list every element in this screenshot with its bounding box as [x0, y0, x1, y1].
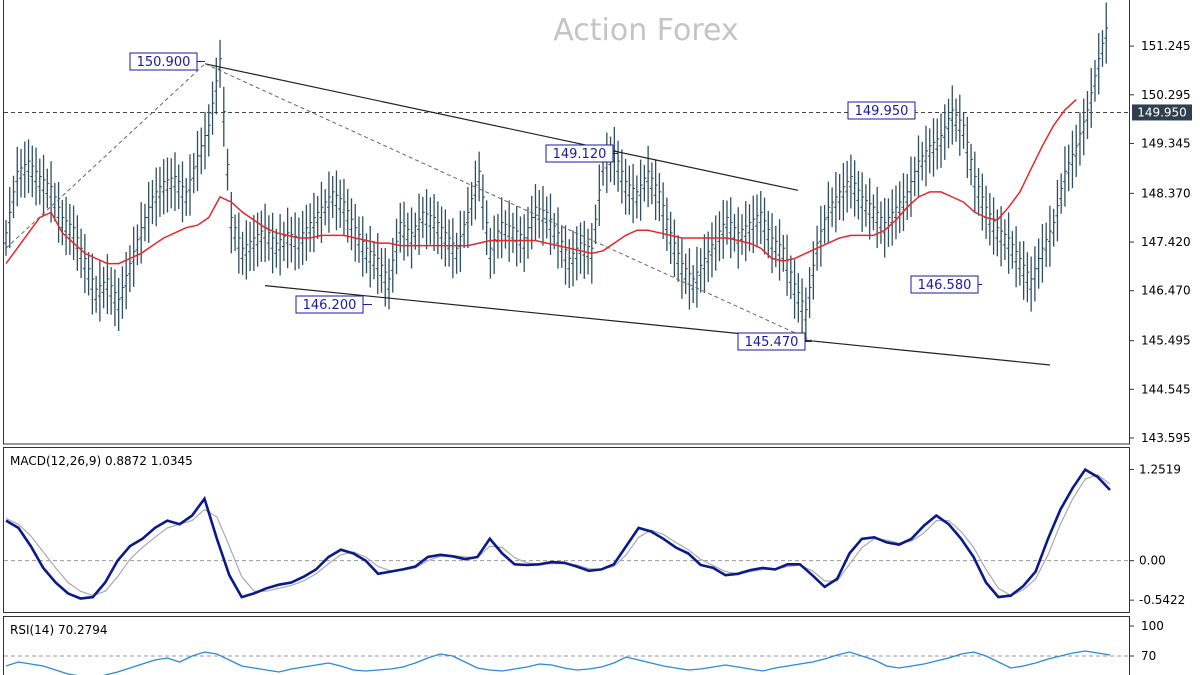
- price-tick-label: 143.595: [1141, 431, 1191, 445]
- lower-trendline: [264, 285, 1051, 366]
- upper-trendline: [204, 63, 799, 191]
- price-annotation-label: 150.900: [137, 55, 191, 70]
- rsi-title: RSI(14) 70.2794: [10, 623, 108, 637]
- price-tick-label: 144.545: [1141, 382, 1191, 396]
- rsi-panel-frame: [3, 616, 1130, 675]
- price-tick-label: 146.470: [1141, 284, 1191, 298]
- macd-tick-label: 0.00: [1139, 554, 1166, 568]
- price-panel-frame: [3, 0, 1130, 445]
- macd-layer: [4, 467, 1129, 600]
- price-annotation-label: 145.470: [745, 335, 799, 350]
- macd-title: MACD(12,26,9) 0.8872 1.0345: [10, 454, 193, 468]
- price-annotation-label: 146.580: [918, 278, 972, 293]
- price-annotation-label: 146.200: [303, 298, 357, 313]
- rsi-tick-label: 70: [1141, 649, 1156, 663]
- price-layer: 150.900 149.120 149.950 146.200 145.470 146.5…: [4, 2, 1129, 366]
- current-price-tag: [1132, 104, 1192, 121]
- axis-layer: 151.245 150.295 149.345 148.370 147.420 146.4…: [1129, 39, 1192, 663]
- macd-signal-line: [5, 474, 1111, 597]
- macd-tick-label: -0.5422: [1139, 593, 1185, 607]
- macd-main-line: [5, 467, 1111, 600]
- moving-average-line: [5, 99, 1077, 265]
- price-tick-label: 148.370: [1141, 186, 1191, 200]
- price-annotation-label: 149.120: [553, 147, 607, 162]
- price-annotation-label: 149.950: [855, 104, 909, 119]
- price-tick-label: 151.245: [1141, 39, 1191, 53]
- price-tick-label: 145.495: [1141, 334, 1191, 348]
- swing-dashed-line: [5, 63, 206, 249]
- price-tick-label: 150.295: [1141, 88, 1191, 102]
- macd-panel-frame: [3, 447, 1130, 613]
- price-tick-label: 147.420: [1141, 235, 1191, 249]
- macd-tick-label: 1.2519: [1139, 462, 1181, 476]
- rsi-layer: [4, 650, 1129, 675]
- rsi-tick-label: 100: [1141, 619, 1164, 633]
- rsi-line: [5, 650, 1111, 675]
- watermark-text: Action Forex: [553, 13, 738, 48]
- price-tick-label: 149.345: [1141, 136, 1191, 150]
- current-price-label: 149.950: [1137, 105, 1187, 119]
